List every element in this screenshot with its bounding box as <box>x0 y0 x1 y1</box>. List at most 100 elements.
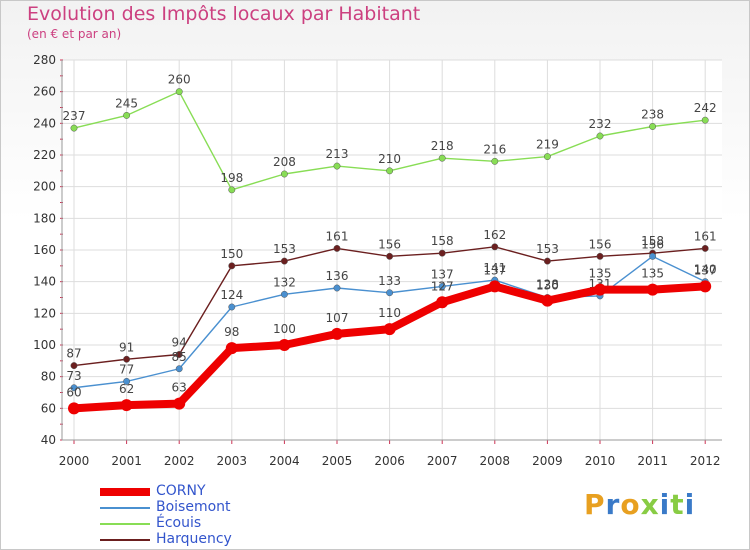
y-tick-label: 40 <box>41 433 56 447</box>
data-point-corny <box>120 399 133 412</box>
data-point-couis <box>228 186 236 194</box>
data-label-harquency: 158 <box>431 234 454 248</box>
data-point-couis <box>596 132 604 140</box>
x-tick-label: 2001 <box>111 454 142 468</box>
data-label-couis: 238 <box>641 108 664 122</box>
data-label-boisemont: 77 <box>119 362 134 376</box>
data-label-boisemont: 137 <box>431 267 454 281</box>
logo-letter: o <box>620 488 641 521</box>
data-label-boisemont: 85 <box>172 350 187 364</box>
data-point-boisemont <box>228 303 236 311</box>
y-tick-label: 220 <box>33 148 56 162</box>
data-point-boisemont <box>70 384 78 392</box>
data-label-boisemont: 124 <box>220 288 243 302</box>
x-tick-label: 2007 <box>427 454 458 468</box>
data-label-corny: 137 <box>694 263 717 277</box>
data-point-couis <box>280 170 288 178</box>
data-label-couis: 242 <box>694 101 717 115</box>
data-label-boisemont: 133 <box>378 274 401 288</box>
x-tick-label: 2003 <box>217 454 248 468</box>
data-point-couis <box>543 153 551 161</box>
data-label-couis: 237 <box>63 109 86 123</box>
data-label-corny: 137 <box>483 263 506 277</box>
data-point-harquency <box>333 244 341 252</box>
data-label-harquency: 161 <box>326 229 349 243</box>
data-point-corny <box>699 280 712 293</box>
data-label-harquency: 153 <box>273 242 296 256</box>
legend-swatch-corny <box>100 488 150 496</box>
data-label-couis: 260 <box>168 73 191 87</box>
data-point-boisemont <box>280 290 288 298</box>
data-label-boisemont: 130 <box>536 279 559 293</box>
data-point-corny <box>383 323 396 336</box>
data-point-boisemont <box>438 282 446 290</box>
data-point-couis <box>175 88 183 96</box>
data-point-couis <box>70 124 78 132</box>
data-point-harquency <box>228 262 236 270</box>
data-point-harquency <box>543 257 551 265</box>
data-label-boisemont: 140 <box>694 263 717 277</box>
data-point-harquency <box>701 244 709 252</box>
data-point-harquency <box>175 351 183 358</box>
data-label-corny: 98 <box>224 325 239 339</box>
data-label-couis: 213 <box>326 147 349 161</box>
logo-letter: P <box>584 488 606 521</box>
data-label-couis: 218 <box>431 139 454 153</box>
logo-letter: x <box>640 488 660 521</box>
data-label-harquency: 161 <box>694 229 717 243</box>
legend-label-ecouis: Écouis <box>156 515 202 531</box>
data-label-corny: 63 <box>172 381 187 395</box>
data-label-boisemont: 136 <box>326 269 349 283</box>
data-label-harquency: 94 <box>172 336 187 350</box>
chart-subtitle: (en € et par an) <box>27 27 122 41</box>
data-point-boisemont <box>333 284 341 292</box>
data-label-corny: 127 <box>431 279 454 293</box>
data-point-couis <box>333 162 341 170</box>
data-point-harquency <box>596 252 604 260</box>
y-tick-label: 200 <box>33 180 56 194</box>
data-point-couis <box>701 116 709 124</box>
y-tick-label: 160 <box>33 243 56 257</box>
data-point-couis <box>491 157 499 165</box>
x-tick-label: 2012 <box>690 454 721 468</box>
legend-swatch-boisemont <box>100 507 150 509</box>
data-point-corny <box>436 296 449 309</box>
data-point-corny <box>646 283 659 296</box>
data-label-couis: 198 <box>220 171 243 185</box>
x-tick-label: 2000 <box>59 454 90 468</box>
data-label-corny: 107 <box>326 311 349 325</box>
data-point-boisemont <box>175 365 183 373</box>
data-label-boisemont: 132 <box>273 275 296 289</box>
legend-label-boisemont: Boisemont <box>156 499 231 515</box>
data-label-corny: 135 <box>641 267 664 281</box>
legend-item-ecouis: Écouis <box>100 515 300 532</box>
data-point-corny <box>594 283 606 296</box>
chart-legend: CORNY Boisemont Écouis Harquency <box>100 483 300 548</box>
x-tick-label: 2009 <box>532 454 563 468</box>
data-point-corny <box>278 339 291 351</box>
data-label-boisemont: 141 <box>483 261 506 275</box>
data-label-harquency: 158 <box>641 234 664 248</box>
legend-item-boisemont: Boisemont <box>100 499 300 516</box>
y-tick-label: 80 <box>41 370 56 384</box>
data-label-harquency: 162 <box>483 228 506 242</box>
data-point-boisemont <box>649 252 657 260</box>
y-tick-label: 260 <box>33 85 56 99</box>
data-point-couis <box>438 154 446 162</box>
data-label-corny: 100 <box>273 322 296 336</box>
legend-label-harquency: Harquency <box>156 531 232 547</box>
x-tick-label: 2005 <box>322 454 353 468</box>
data-label-corny: 135 <box>589 267 612 281</box>
data-point-couis <box>386 167 394 175</box>
logo-letter: i <box>684 488 696 521</box>
y-tick-label: 280 <box>33 53 56 67</box>
data-point-corny <box>541 294 554 307</box>
data-label-boisemont: 156 <box>641 237 664 251</box>
data-point-harquency <box>123 355 131 363</box>
data-point-corny <box>488 280 501 293</box>
data-label-harquency: 153 <box>536 242 559 256</box>
data-label-harquency: 156 <box>378 237 401 251</box>
logo-letter: i <box>659 488 671 521</box>
data-point-corny <box>173 397 186 410</box>
